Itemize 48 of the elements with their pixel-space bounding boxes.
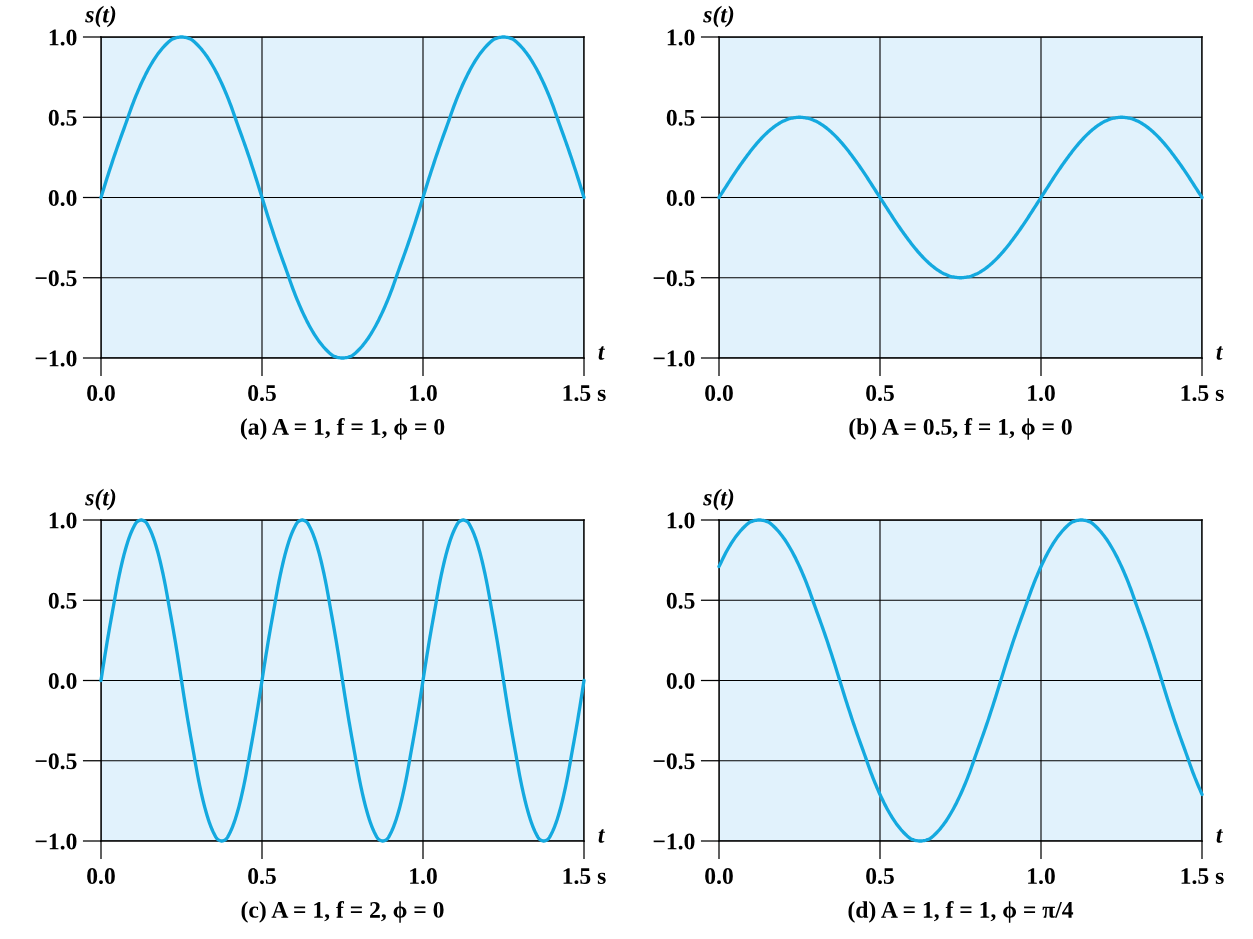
y-tick-label: −0.5 — [35, 270, 77, 287]
y-tick-label: 0.0 — [666, 189, 695, 207]
x-tick-label: 1.5 s — [563, 385, 606, 402]
y-tick-label: 1.0 — [49, 29, 77, 46]
x-tick-label: 0.5 — [248, 868, 276, 885]
x-tick-label: 0.5 — [866, 868, 894, 885]
y-tick-label: 0.5 — [48, 109, 77, 126]
x-axis-title: t — [598, 829, 606, 843]
y-tick-label: 0.5 — [666, 592, 695, 609]
y-tick-label: −0.5 — [653, 753, 695, 770]
y-axis-title: s(t) — [85, 5, 116, 28]
text: (c) A = 1, f = 2, ϕ = 0 — [241, 901, 444, 923]
y-tick-label: 1.0 — [667, 512, 695, 529]
y-tick-label: −1.0 — [653, 350, 695, 367]
y-tick-label: 0.0 — [48, 672, 77, 690]
text: (d) A = 1, f = 1, ϕ = π/4 — [848, 901, 1074, 923]
x-tick-label: 1.0 — [410, 868, 437, 885]
y-tick-label: −0.5 — [653, 270, 695, 287]
y-tick-label: −1.0 — [35, 833, 77, 850]
y-tick-label: −0.5 — [35, 753, 77, 770]
y-tick-label: 1.0 — [49, 512, 77, 529]
y-tick-label: 0.5 — [666, 109, 695, 126]
x-tick-label: 0.0 — [705, 385, 733, 402]
x-axis-title: t — [1216, 346, 1224, 360]
x-tick-label: 0.5 — [248, 385, 276, 402]
y-tick-label: 0.5 — [48, 592, 77, 609]
x-tick-label: 1.5 s — [1181, 385, 1224, 402]
y-tick-label: −1.0 — [653, 833, 695, 850]
text: (b) A = 0.5, f = 1, ϕ = 0 — [849, 418, 1072, 440]
x-axis-title: t — [598, 346, 606, 360]
x-tick-label: 1.5 s — [563, 868, 606, 885]
y-tick-label: 0.0 — [48, 189, 77, 207]
x-tick-label: 0.0 — [87, 385, 115, 402]
y-tick-label: −1.0 — [35, 350, 77, 367]
x-tick-label: 1.0 — [1028, 385, 1055, 402]
x-tick-label: 0.0 — [87, 868, 115, 885]
text: (a) A = 1, f = 1, ϕ = 0 — [240, 418, 445, 440]
x-tick-label: 1.0 — [410, 385, 437, 402]
y-axis-title: s(t) — [85, 488, 116, 511]
x-tick-label: 1.0 — [1028, 868, 1055, 885]
x-axis-title: t — [1216, 829, 1224, 843]
x-tick-label: 0.5 — [866, 385, 894, 402]
y-tick-label: 0.0 — [666, 672, 695, 690]
x-tick-label: 0.0 — [705, 868, 733, 885]
y-axis-title: s(t) — [703, 5, 734, 28]
x-tick-label: 1.5 s — [1181, 868, 1224, 885]
y-axis-title: s(t) — [703, 488, 734, 511]
y-tick-label: 1.0 — [667, 29, 695, 46]
